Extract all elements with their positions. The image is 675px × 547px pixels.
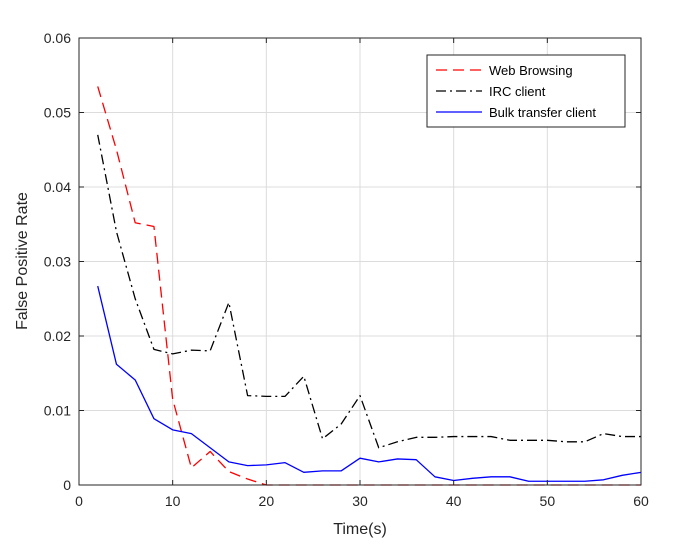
y-tick-label: 0.05 — [44, 105, 71, 121]
y-tick-label: 0.04 — [44, 179, 71, 195]
x-tick-label: 30 — [352, 493, 368, 509]
series-line-2 — [97, 285, 642, 482]
series-line-1 — [97, 134, 641, 449]
x-tick-label: 20 — [259, 493, 275, 509]
legend: Web Browsing IRC client Bulk transfer clie… — [426, 54, 626, 128]
y-tick-label: 0.02 — [44, 328, 71, 344]
x-tick-label: 60 — [633, 493, 649, 509]
x-tick-label: 50 — [540, 493, 556, 509]
legend-label-2: Bulk transfer client — [489, 105, 596, 120]
x-axis-label: Time(s) — [333, 521, 387, 538]
y-tick-label: 0.01 — [44, 403, 71, 419]
y-axis-label: False Positive Rate — [14, 192, 31, 330]
y-tick-label: 0.03 — [44, 254, 71, 270]
legend-label-0: Web Browsing — [489, 63, 573, 78]
legend-label-1: IRC client — [489, 84, 546, 99]
x-axis-ticks: 0 10 20 30 40 50 60 — [75, 38, 649, 509]
y-tick-label: 0.06 — [44, 30, 71, 46]
x-tick-label: 10 — [165, 493, 181, 509]
x-tick-label: 40 — [446, 493, 462, 509]
y-axis-ticks: 0 0.01 0.02 0.03 0.04 0.05 0.06 — [44, 30, 641, 493]
x-tick-label: 0 — [75, 493, 83, 509]
y-tick-label: 0 — [63, 477, 71, 493]
